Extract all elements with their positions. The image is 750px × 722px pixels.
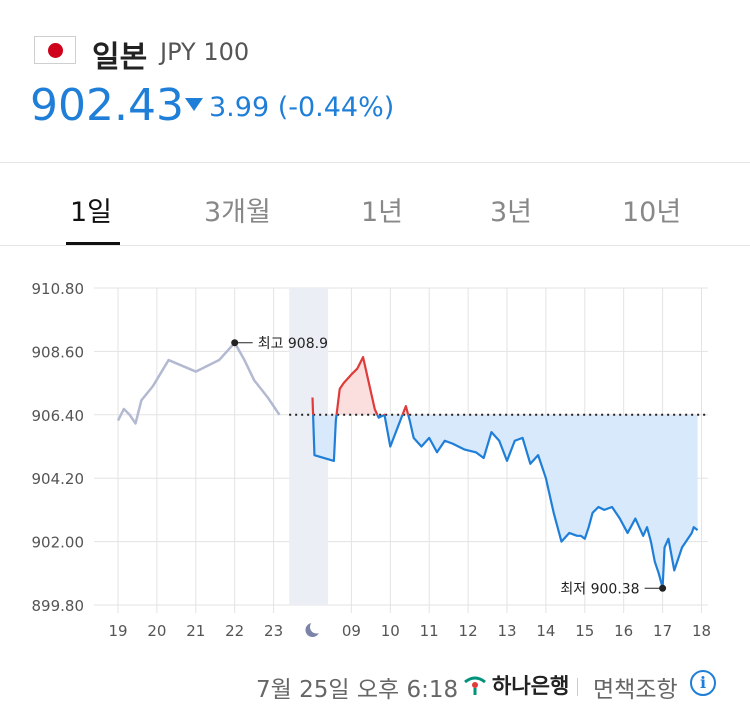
high-label: 최고 908.9 — [258, 336, 328, 352]
tab-10year[interactable]: 10년 — [622, 197, 682, 228]
divider — [0, 245, 750, 246]
x-tick-label: 22 — [225, 622, 244, 640]
tab-1year[interactable]: 1년 — [361, 197, 404, 228]
moon-icon-cut — [310, 620, 323, 634]
separator — [577, 678, 578, 696]
x-tick-label: 17 — [653, 622, 672, 640]
today-line-below — [311, 414, 699, 589]
x-tick-label: 12 — [459, 622, 478, 640]
x-tick-label: 16 — [614, 622, 633, 640]
info-icon[interactable]: i — [690, 670, 716, 696]
y-tick-label: 902.00 — [32, 534, 85, 552]
currency-code: JPY 100 — [160, 38, 250, 66]
disclaimer-link[interactable]: 면책조항 — [593, 677, 678, 703]
y-tick-label: 906.40 — [32, 407, 85, 425]
down-arrow-icon — [185, 98, 203, 111]
tab-1day[interactable]: 1일 — [70, 197, 113, 228]
price-change: 3.99 (-0.44%) — [209, 92, 394, 123]
x-tick-label: 15 — [575, 622, 594, 640]
tab-3months[interactable]: 3개월 — [204, 197, 271, 228]
x-tick-label: 09 — [342, 622, 361, 640]
timestamp: 7월 25일 오후 6:18 — [256, 677, 459, 703]
japan-flag-icon — [34, 36, 76, 64]
x-tick-label: 21 — [186, 622, 205, 640]
change-amount: 3.99 — [209, 92, 270, 123]
y-tick-label: 908.60 — [32, 343, 85, 361]
x-tick-label: 13 — [497, 622, 516, 640]
low-label: 최저 900.38 — [560, 581, 639, 597]
x-tick-label: 20 — [147, 622, 166, 640]
hana-bank-logo-icon — [464, 676, 486, 695]
country-name: 일본 — [92, 40, 148, 75]
tab-3year[interactable]: 3년 — [490, 197, 533, 228]
active-tab-indicator — [66, 242, 120, 245]
today-line-above — [311, 356, 410, 415]
current-price: 902.43 — [30, 80, 184, 131]
change-percent: (-0.44%) — [277, 92, 395, 123]
header: 일본 JPY 100 902.43 3.99 (-0.44%) — [0, 0, 750, 162]
y-tick-label: 910.80 — [32, 280, 85, 298]
x-tick-label: 23 — [264, 622, 283, 640]
area-above-close — [312, 357, 698, 415]
y-tick-label: 899.80 — [32, 597, 85, 615]
bank-name: 하나은행 — [492, 674, 570, 698]
y-tick-label: 904.20 — [32, 470, 85, 488]
x-tick-label: 11 — [420, 622, 439, 640]
exchange-rate-chart[interactable]: 최고 908.9 최저 900.38 910.80 908.60 906.40 904.… — [0, 250, 750, 650]
divider — [0, 162, 750, 163]
area-below-close — [313, 414, 698, 588]
x-tick-label: 10 — [381, 622, 400, 640]
moon-icon — [305, 620, 323, 637]
x-tick-label: 19 — [108, 622, 127, 640]
previous-days-line — [116, 341, 281, 425]
x-tick-label: 14 — [536, 622, 555, 640]
x-tick-label: 18 — [692, 622, 711, 640]
